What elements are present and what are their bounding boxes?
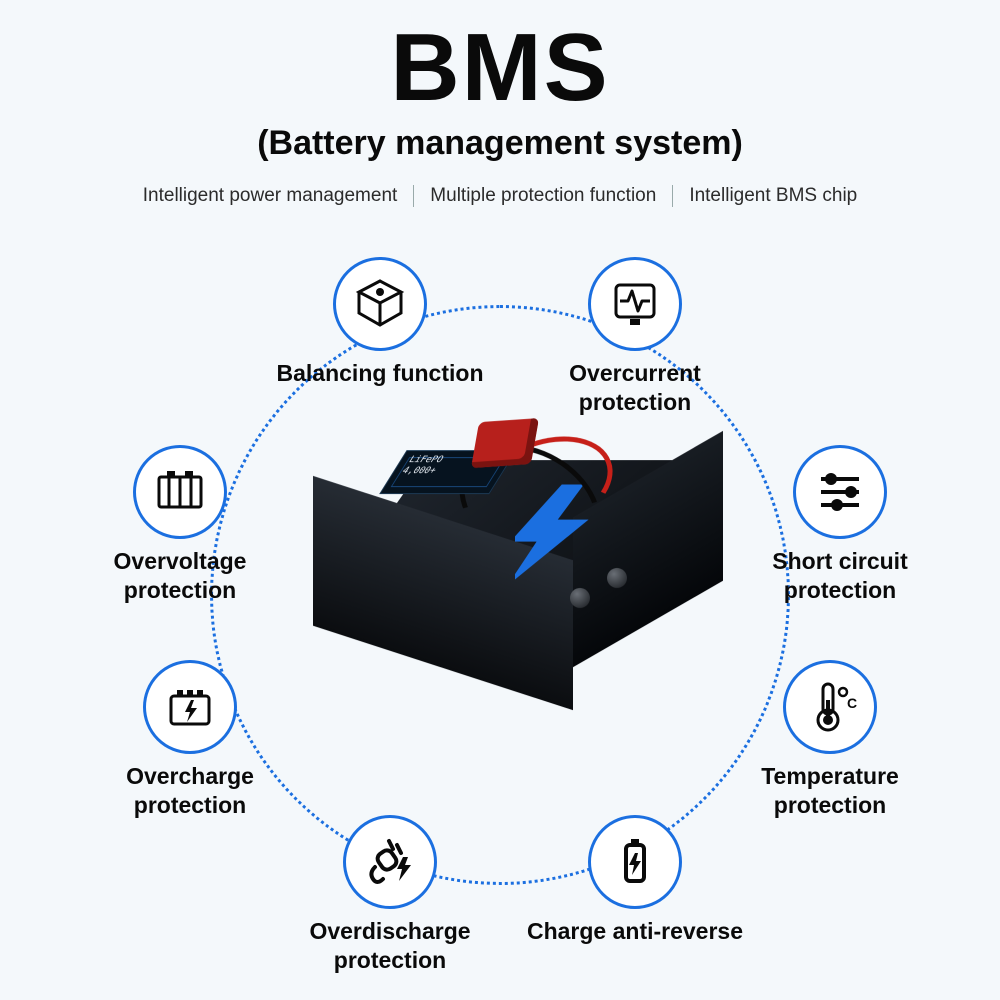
battery-illustration: LiFePO 4,000+ <box>355 500 645 680</box>
feature-label: Overcharge protection <box>126 762 254 820</box>
feature-label: Balancing function <box>277 359 484 388</box>
tags-row: Intelligent power management Multiple pr… <box>0 185 1000 207</box>
cube-icon <box>333 257 427 351</box>
feature-label: Temperature protection <box>761 762 899 820</box>
feature-label: Overdischarge protection <box>309 917 470 975</box>
tag-2: Intelligent BMS chip <box>689 185 857 207</box>
feature-overvoltage: Overvoltage protection <box>70 445 290 605</box>
plug-bolt-icon <box>343 815 437 909</box>
header: BMS (Battery management system) Intellig… <box>0 0 1000 207</box>
thermometer-icon <box>783 660 877 754</box>
tag-1: Multiple protection function <box>430 185 656 207</box>
tag-separator <box>672 185 673 207</box>
battery-bolt-icon <box>143 660 237 754</box>
sliders-icon <box>793 445 887 539</box>
page-subtitle: (Battery management system) <box>0 124 1000 163</box>
feature-overdischarge: Overdischarge protection <box>280 815 500 975</box>
feature-overcurrent: Overcurrent protection <box>525 257 745 417</box>
feature-label: Charge anti-reverse <box>527 917 743 946</box>
feature-label: Overcurrent protection <box>525 359 745 417</box>
monitor-ecg-icon <box>588 257 682 351</box>
board-label: LiFePO 4,000+ <box>399 455 446 477</box>
feature-label: Short circuit protection <box>772 547 907 605</box>
terminal <box>607 568 627 588</box>
tag-separator <box>413 185 414 207</box>
connector-red <box>471 418 539 468</box>
page-title: BMS <box>0 20 1000 116</box>
battery-grid-icon <box>133 445 227 539</box>
feature-balancing: Balancing function <box>270 257 490 388</box>
battery-up-icon <box>588 815 682 909</box>
diagram-area: LiFePO 4,000+ Balancing function Overcurr… <box>0 235 1000 995</box>
feature-overcharge: Overcharge protection <box>80 660 300 820</box>
feature-anti-reverse: Charge anti-reverse <box>525 815 745 946</box>
feature-temperature: Temperature protection <box>720 660 940 820</box>
feature-short-circuit: Short circuit protection <box>730 445 950 605</box>
feature-label: Overvoltage protection <box>114 547 247 605</box>
tag-0: Intelligent power management <box>143 185 398 207</box>
terminal <box>570 588 590 608</box>
